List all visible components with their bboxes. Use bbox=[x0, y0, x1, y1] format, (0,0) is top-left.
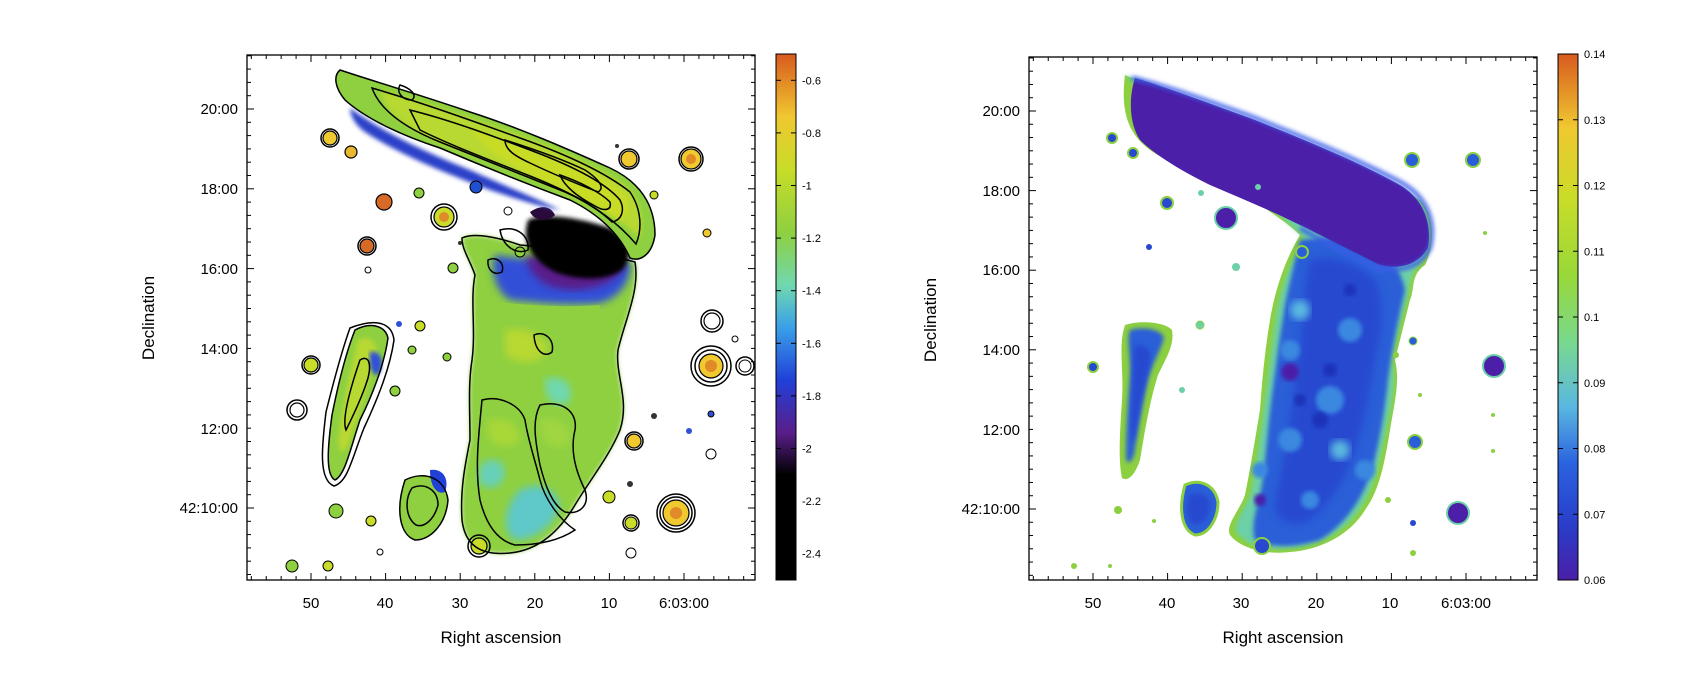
left-y-tick-label: 12:00 bbox=[200, 421, 238, 438]
left-point-sources bbox=[285, 130, 752, 573]
left-x-tick-label: 40 bbox=[377, 595, 394, 612]
right-colorbar-ticks: 0.14 0.13 0.12 0.11 0.1 0.09 0.08 0.07 0.06 bbox=[1558, 49, 1605, 587]
colorbar-tick-label: 0.12 bbox=[1584, 181, 1605, 193]
right-y-axis-label: Declination bbox=[921, 278, 940, 362]
colorbar-tick-label: -1.2 bbox=[802, 233, 821, 245]
left-heatmap-image bbox=[285, 69, 755, 573]
right-tick-marks bbox=[1029, 57, 1537, 580]
left-tick-marks bbox=[247, 55, 755, 580]
left-y-tick-label: 20:00 bbox=[200, 101, 238, 118]
left-colorbar-ticks: -0.6 -0.8 -1 -1.2 -1.4 -1.6 -1.8 -2 -2.2 -2.4 bbox=[776, 75, 821, 561]
left-panel: 50 40 30 20 10 6:03:00 20:00 18:00 16:00… bbox=[139, 53, 821, 647]
colorbar-tick-label: -1.4 bbox=[802, 286, 821, 298]
colorbar-tick-label: -2.2 bbox=[802, 496, 821, 508]
right-point-sources bbox=[1071, 132, 1506, 569]
colorbar-tick-label: 0.14 bbox=[1584, 49, 1605, 61]
right-x-tick-label: 10 bbox=[1382, 595, 1399, 612]
colorbar-tick-label: -1 bbox=[802, 181, 812, 193]
left-x-tick-label: 50 bbox=[303, 595, 320, 612]
right-x-tick-label: 6:03:00 bbox=[1441, 595, 1491, 612]
left-x-tick-label: 10 bbox=[601, 595, 618, 612]
colorbar-tick-label: 0.08 bbox=[1584, 444, 1605, 456]
right-y-tick-label: 12:00 bbox=[982, 422, 1020, 439]
right-y-tick-labels: 20:00 18:00 16:00 14:00 12:00 42:10:00 bbox=[962, 103, 1020, 518]
colorbar-tick-label: 0.1 bbox=[1584, 312, 1599, 324]
right-y-tick-label: 18:00 bbox=[982, 183, 1020, 200]
left-plot-frame bbox=[246, 54, 756, 581]
left-y-tick-label: 16:00 bbox=[200, 261, 238, 278]
right-x-tick-labels: 50 40 30 20 10 6:03:00 bbox=[1085, 595, 1491, 612]
right-x-tick-label: 40 bbox=[1159, 595, 1176, 612]
right-y-tick-label: 42:10:00 bbox=[962, 501, 1020, 518]
right-panel: 50 40 30 20 10 6:03:00 20:00 18:00 16:00… bbox=[921, 49, 1605, 647]
left-x-tick-label: 6:03:00 bbox=[659, 595, 709, 612]
right-heatmap-image bbox=[1071, 75, 1506, 569]
right-y-tick-label: 16:00 bbox=[982, 262, 1020, 279]
left-x-tick-labels: 50 40 30 20 10 6:03:00 bbox=[303, 595, 709, 612]
colorbar-tick-label: 0.07 bbox=[1584, 509, 1605, 521]
left-y-axis-label: Declination bbox=[139, 276, 158, 360]
right-x-axis-label: Right ascension bbox=[1223, 628, 1344, 647]
right-y-tick-label: 20:00 bbox=[982, 103, 1020, 120]
colorbar-tick-label: -0.6 bbox=[802, 75, 821, 87]
colorbar-tick-label: 0.11 bbox=[1584, 246, 1605, 258]
colorbar-tick-label: -2 bbox=[802, 444, 812, 456]
colorbar-tick-label: -0.8 bbox=[802, 128, 821, 140]
colorbar-tick-label: 0.06 bbox=[1584, 575, 1605, 587]
left-y-tick-label: 14:00 bbox=[200, 341, 238, 358]
colorbar-tick-label: 0.13 bbox=[1584, 115, 1605, 127]
left-x-tick-label: 30 bbox=[452, 595, 469, 612]
left-x-axis-label: Right ascension bbox=[441, 628, 562, 647]
left-y-tick-labels: 20:00 18:00 16:00 14:00 12:00 42:10:00 bbox=[180, 101, 238, 517]
left-contours bbox=[286, 69, 755, 558]
left-y-tick-label: 18:00 bbox=[200, 181, 238, 198]
right-y-tick-label: 14:00 bbox=[982, 342, 1020, 359]
right-x-tick-label: 30 bbox=[1233, 595, 1250, 612]
colorbar-tick-label: -1.6 bbox=[802, 338, 821, 350]
right-plot-frame bbox=[1028, 56, 1538, 581]
colorbar-tick-label: 0.09 bbox=[1584, 378, 1605, 390]
colorbar-tick-label: -1.8 bbox=[802, 391, 821, 403]
right-x-tick-label: 20 bbox=[1308, 595, 1325, 612]
left-x-tick-label: 20 bbox=[527, 595, 544, 612]
right-x-tick-label: 50 bbox=[1085, 595, 1102, 612]
colorbar-tick-label: -2.4 bbox=[802, 549, 821, 561]
left-y-tick-label: 42:10:00 bbox=[180, 500, 238, 517]
